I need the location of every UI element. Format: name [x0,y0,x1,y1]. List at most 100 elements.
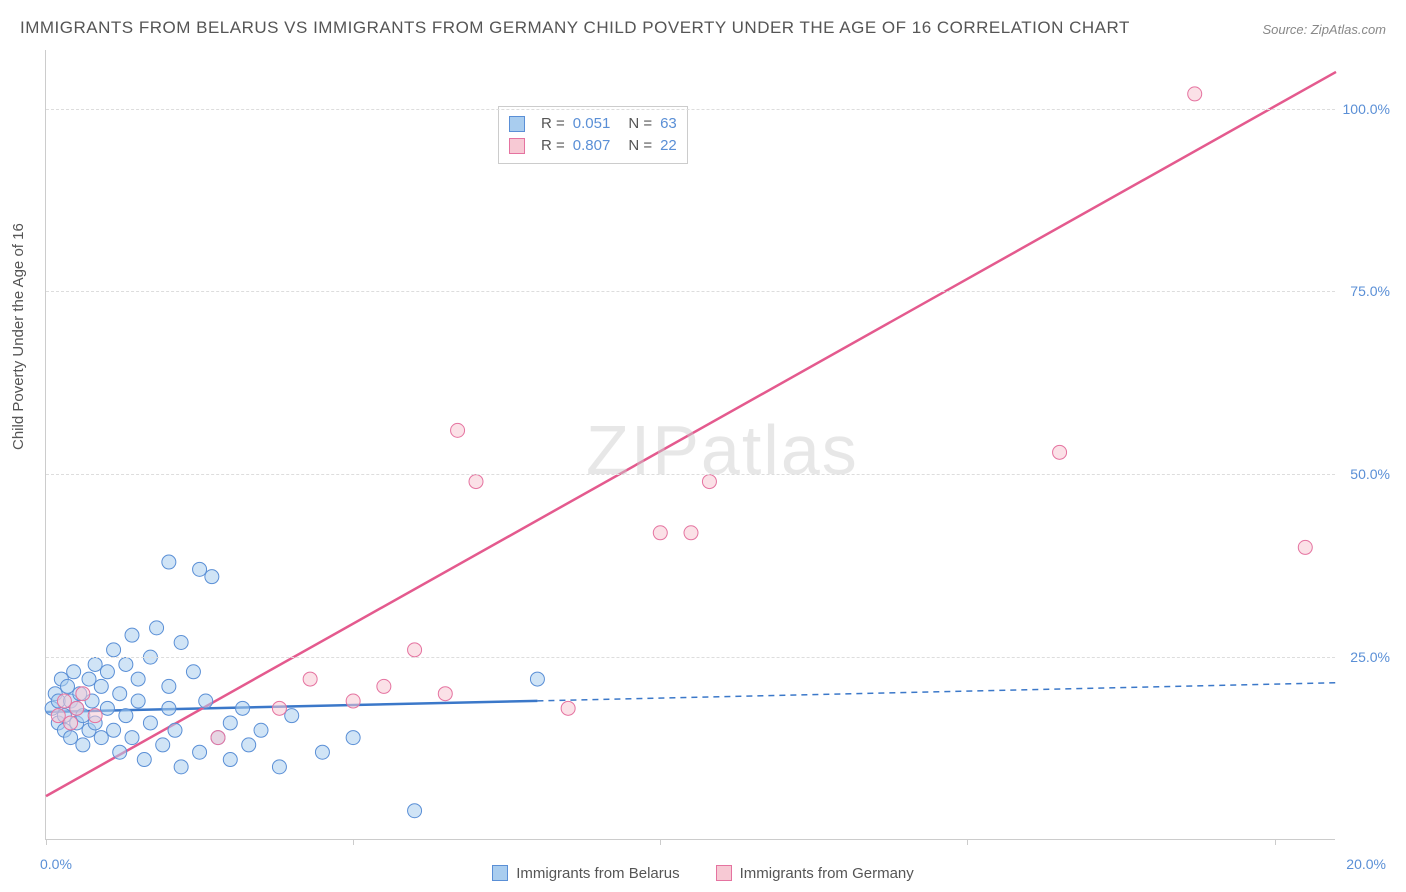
legend-label: Immigrants from Germany [740,865,914,882]
data-point [100,701,114,715]
n-label: N = [628,135,652,157]
plot-area: ZIPatlas R =0.051N =63R =0.807N =22 25.0… [45,50,1335,840]
data-point [107,643,121,657]
data-point [242,738,256,752]
gridline [46,474,1335,475]
data-point [61,679,75,693]
y-tick-label: 50.0% [1350,466,1390,482]
y-tick-label: 100.0% [1343,101,1390,117]
n-label: N = [628,113,652,135]
data-point [186,665,200,679]
gridline [46,291,1335,292]
legend-label: Immigrants from Belarus [516,865,679,882]
data-point [143,716,157,730]
r-value: 0.051 [573,113,611,135]
data-point [51,709,65,723]
data-point [162,701,176,715]
data-point [67,665,81,679]
data-point [315,745,329,759]
data-point [57,694,71,708]
data-point [346,694,360,708]
x-tick [1275,839,1276,845]
data-point [119,657,133,671]
data-point [94,731,108,745]
data-point [377,679,391,693]
data-point [113,745,127,759]
data-point [285,709,299,723]
data-point [193,745,207,759]
data-point [137,753,151,767]
data-point [561,701,575,715]
trend-line-dashed [537,683,1336,701]
legend-item: Immigrants from Germany [716,865,914,882]
data-point [303,672,317,686]
data-point [653,526,667,540]
x-tick [46,839,47,845]
chart-title: IMMIGRANTS FROM BELARUS VS IMMIGRANTS FR… [20,18,1130,38]
data-point [223,716,237,730]
data-point [162,679,176,693]
data-point [76,687,90,701]
data-point [451,423,465,437]
data-point [272,701,286,715]
r-value: 0.807 [573,135,611,157]
r-label: R = [541,113,565,135]
data-point [88,657,102,671]
legend-swatch [716,865,732,881]
data-point [684,526,698,540]
n-value: 63 [660,113,677,135]
x-tick [967,839,968,845]
data-point [1053,445,1067,459]
data-point [193,562,207,576]
corr-legend-row: R = 0.051 N = 63 [509,113,677,135]
data-point [272,760,286,774]
data-point [199,694,213,708]
data-point [346,731,360,745]
data-point [408,643,422,657]
gridline [46,109,1335,110]
correlation-legend: R = 0.051 N = 63 R = 0.807 N = 22 [498,106,688,164]
data-point [162,555,176,569]
data-point [168,723,182,737]
legend-swatch [509,116,525,132]
data-point [702,475,716,489]
data-point [70,701,84,715]
bottom-legend: Immigrants from Belarus Immigrants from G… [0,865,1406,887]
data-point [94,679,108,693]
data-point [174,636,188,650]
data-point [530,672,544,686]
data-point [236,701,250,715]
legend-swatch [509,138,525,154]
legend-item: Immigrants from Belarus [492,865,679,882]
data-point [100,665,114,679]
data-point [156,738,170,752]
data-point [150,621,164,635]
data-point [119,709,133,723]
gridline [46,657,1335,658]
data-point [64,731,78,745]
data-point [107,723,121,737]
corr-legend-row: R = 0.807 N = 22 [509,135,677,157]
x-tick [660,839,661,845]
data-point [82,672,96,686]
data-point [1298,540,1312,554]
data-point [205,570,219,584]
legend-swatch [492,865,508,881]
data-point [469,475,483,489]
data-point [125,731,139,745]
data-point [1188,87,1202,101]
data-point [125,628,139,642]
data-point [408,804,422,818]
data-point [131,694,145,708]
data-point [223,753,237,767]
x-tick [353,839,354,845]
r-label: R = [541,135,565,157]
n-value: 22 [660,135,677,157]
y-tick-label: 25.0% [1350,649,1390,665]
chart-svg [46,50,1335,839]
data-point [88,709,102,723]
data-point [438,687,452,701]
data-point [174,760,188,774]
data-point [113,687,127,701]
data-point [211,731,225,745]
